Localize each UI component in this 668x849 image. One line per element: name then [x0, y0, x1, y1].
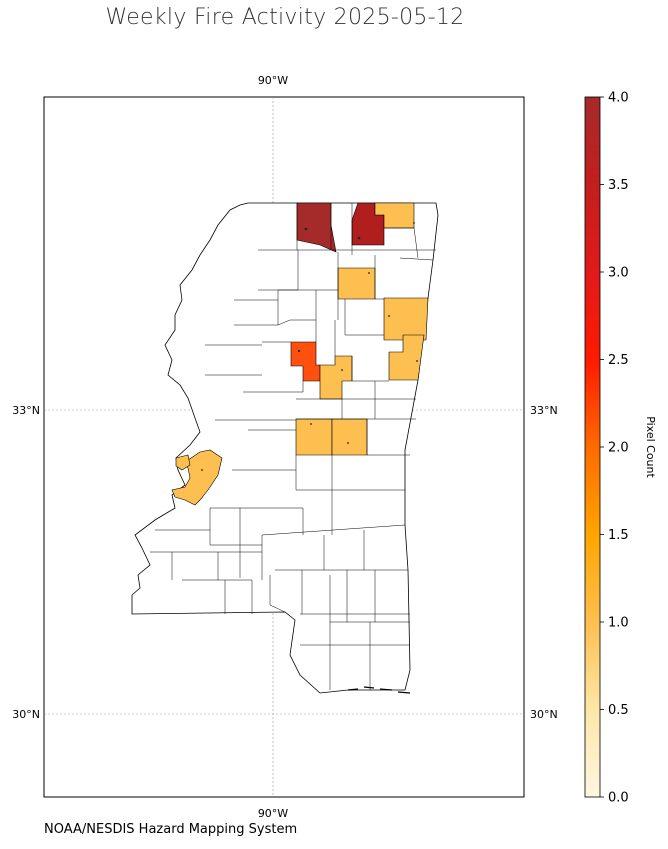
colorbar-tick-label: 3.5: [608, 178, 629, 193]
colorbar-tick-label: 2.0: [608, 441, 629, 456]
colorbar-tick-label: 1.5: [608, 528, 629, 543]
county-lowndes: [388, 334, 425, 381]
colorbar-tick-label: 1.0: [608, 616, 629, 631]
colorbar-tick-label: 4.0: [608, 91, 629, 106]
colorbar-tick-label: 2.5: [608, 353, 629, 368]
colorbar-label: Pixel Count: [644, 416, 657, 478]
county-borders: [150, 203, 436, 690]
county-leake: [331, 418, 368, 456]
lat-label-right-33: 33°N: [530, 404, 558, 417]
chart-title: Weekly Fire Activity 2025-05-12: [105, 5, 465, 30]
barrier-islands: [347, 686, 411, 694]
lat-label-right-30: 30°N: [530, 708, 558, 721]
lat-label-left-33: 33°N: [12, 404, 40, 417]
source-credit: NOAA/NESDIS Hazard Mapping System: [44, 822, 298, 837]
lon-label-bottom: 90°W: [258, 807, 288, 820]
colorbar-tick-label: 0.5: [608, 703, 629, 718]
colorbar-ticks: 0.0 0.5 1.0 1.5 2.0 2.5 3.0 3.5 4.0: [600, 91, 629, 806]
fire-markers: [201, 222, 418, 471]
colorbar: [584, 96, 601, 798]
county-warren-part: [175, 454, 191, 471]
lon-label-top: 90°W: [258, 74, 288, 87]
colorbar-tick-label: 3.0: [608, 266, 629, 281]
colorbar-tick-label: 0.0: [608, 791, 629, 806]
lat-label-left-30: 30°N: [12, 708, 40, 721]
county-monroe: [383, 297, 429, 341]
county-madison: [295, 418, 333, 456]
county-warren: [171, 449, 223, 506]
